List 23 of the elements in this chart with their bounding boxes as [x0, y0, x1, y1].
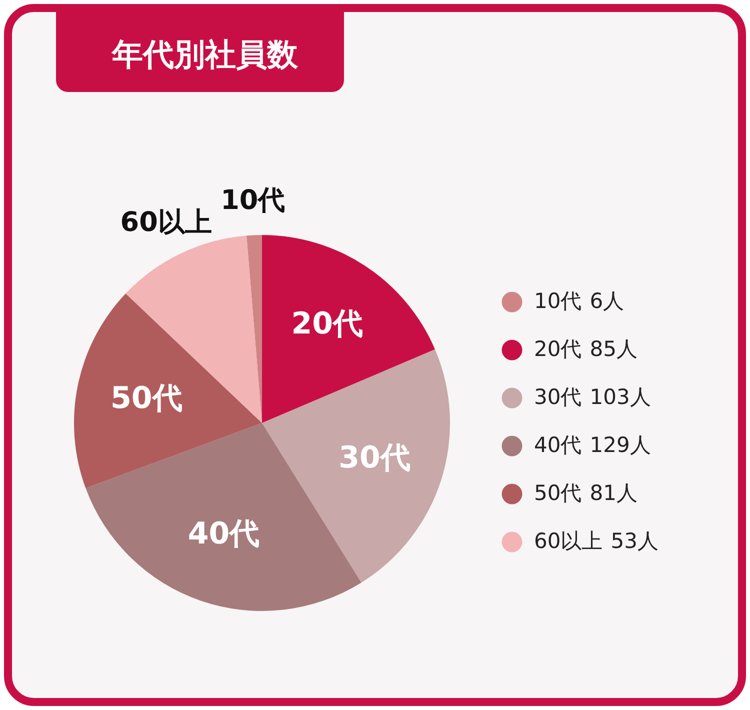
pie-slice [74, 294, 262, 488]
legend-label: 30代 [534, 385, 582, 409]
legend-label: 20代 [534, 337, 582, 361]
data-label: 81人 [590, 481, 638, 505]
slice-label: 50代 [110, 381, 182, 416]
chart-title: 年代別社員数 [56, 12, 344, 92]
data-label: 85人 [590, 337, 638, 361]
legend-label: 10代 [534, 289, 582, 313]
slice-label: 20代 [291, 306, 363, 342]
pie-slice [262, 235, 435, 423]
pie-slice [262, 349, 450, 583]
slice-label: 60以上 [120, 206, 212, 238]
data-label: 6人 [590, 289, 624, 313]
legend-label: 40代 [534, 433, 582, 457]
pie-slice [246, 235, 262, 423]
data-label: 129人 [590, 433, 651, 457]
slice-label: 10代 [220, 185, 286, 216]
slice-label: 30代 [338, 440, 410, 476]
legend-label: 60以上 [534, 529, 603, 553]
slice-label: 40代 [188, 516, 260, 552]
data-label: 103人 [590, 385, 651, 409]
data-label: 53人 [610, 529, 658, 553]
legend-label: 50代 [534, 481, 582, 505]
